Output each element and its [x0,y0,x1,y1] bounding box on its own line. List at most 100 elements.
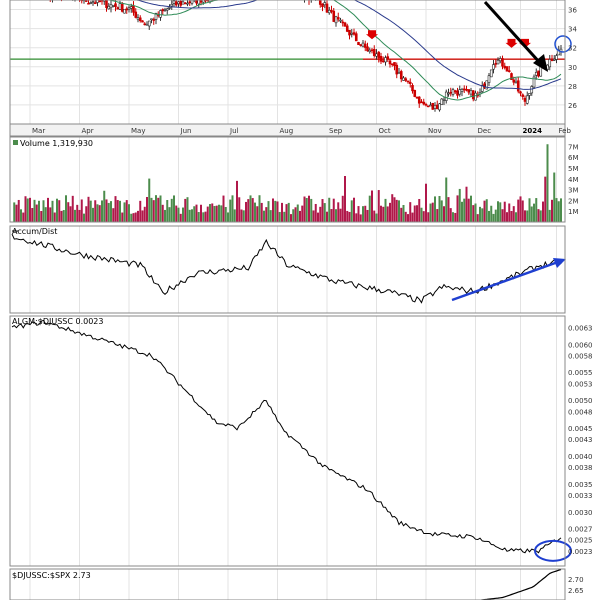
candle-body [465,89,468,91]
candle-body [141,20,144,23]
volume-bar [319,206,322,222]
volume-bar [328,197,331,222]
volume-bar [296,204,299,222]
sector-ratio-panel [476,568,562,600]
volume-bar [164,209,166,222]
volume-bar [107,202,110,222]
volume-bar [247,199,250,222]
volume-bar [49,207,52,222]
candle-body [195,0,198,4]
volume-bar [69,206,72,222]
candle-body [145,23,149,26]
candle-body [462,88,466,91]
volume-bar [177,207,180,222]
candle-body [469,90,473,95]
volume-bar [56,198,58,222]
candle-body [415,96,419,99]
candle-body [492,64,495,70]
candle-body [127,7,131,10]
candle-body [147,20,151,27]
month-tick-label: Feb [559,127,572,135]
volume-bar [240,209,243,222]
volume-bar [519,196,522,222]
price-tick-label: 30 [568,64,577,72]
volume-bar [348,211,351,222]
volume-bar [53,212,56,222]
volume-bar [224,206,227,222]
volume-bar [175,205,178,222]
candle-body [170,4,174,7]
volume-bar [193,206,196,222]
volume-bar [407,214,409,222]
candle-body [453,90,457,93]
ratio-tick-label: 0.0033 [568,492,593,500]
volume-bar [132,213,135,222]
red-arrow-marker [366,30,378,40]
sector-ratio-legend: $DJUSSC:$SPX 2.73 [12,571,91,580]
volume-bar [461,201,463,222]
candle-body [341,21,345,24]
volume-bar [263,210,265,222]
volume-bar [233,209,236,222]
volume-bar [287,202,290,222]
moving-average-slow [134,0,562,90]
candle-body [550,58,554,62]
volume-bar [202,212,205,222]
candle-body [323,2,327,6]
volume-bar [465,186,468,222]
volume-bar [211,203,214,222]
volume-bar [130,213,133,222]
volume-bars [13,144,562,222]
axis-labels: 26 28 30 32 34 36 Mar Apr May Jun Jul Aug Sep Oct Nov D… [12,7,593,595]
candle-body [336,17,340,20]
candle-body [91,1,95,4]
volume-bar [274,200,277,222]
volume-bar [472,205,475,222]
volume-bar [110,201,112,222]
volume-bar [218,204,220,222]
volume-legend: Volume 1,319,930 [20,139,93,148]
panel-frame [9,568,566,600]
volume-bar [159,195,162,222]
volume-bar [114,196,117,222]
volume-bar [89,200,92,222]
volume-bar [65,195,67,222]
candle-body [120,3,124,12]
candle-body [388,60,392,65]
volume-bar [161,204,164,222]
candle-body [460,89,464,92]
candle-body [381,60,385,63]
ratio-tick-label: 0.0035 [568,481,593,489]
volume-bar [38,200,40,222]
volume-bar [245,201,247,222]
candle-body [393,62,396,67]
volume-bar [85,206,88,222]
volume-bar [537,209,540,222]
candle-body [431,103,435,110]
breakout-circle [554,35,572,53]
volume-bar [494,209,497,222]
volume-bar [402,205,405,222]
candle-body [507,70,511,72]
price-panel [10,0,572,136]
volume-bar [58,200,61,222]
volume-bar [139,200,142,222]
x-axis-band [9,123,566,137]
volume-bar [308,195,310,222]
volume-bar [411,212,414,222]
candle-body [114,3,117,7]
volume-bar [546,144,549,222]
candle-body [366,46,369,52]
volume-bar [535,198,538,222]
candle-body [165,8,169,11]
volume-bar [557,201,560,222]
volume-bar [67,202,70,222]
candle-body [179,0,183,6]
candle-body [395,64,399,75]
volume-bar [251,198,254,222]
volume-bar [168,207,171,222]
candle-body [390,63,394,66]
volume-bar [398,200,400,222]
volume-tick-label: 3M [568,187,579,195]
month-tick-label: Oct [379,127,391,135]
